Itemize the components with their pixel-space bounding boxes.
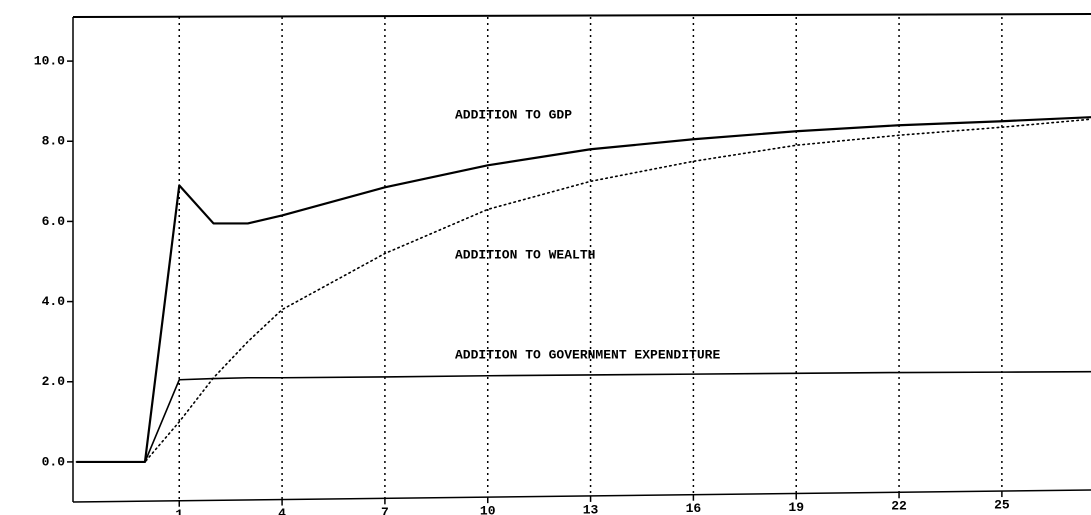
axis-top: [72, 13, 1091, 18]
x-tick-label: 22: [891, 499, 907, 514]
y-tick-label: 0.0: [42, 454, 66, 469]
series-line: [76, 370, 1091, 463]
series-line: [75, 118, 1091, 463]
series-label: ADDITION TO GDP: [455, 107, 572, 122]
x-tick-label: 4: [278, 506, 286, 515]
x-tick-label: 10: [480, 504, 496, 515]
series-label: ADDITION TO GOVERNMENT EXPENDITURE: [455, 347, 720, 362]
y-tick-label: 2.0: [42, 374, 66, 389]
series-line: [76, 116, 1091, 464]
x-tick-label: 25: [994, 497, 1010, 512]
y-tick-label: 8.0: [42, 134, 66, 149]
y-tick-label: 10.0: [34, 54, 65, 69]
x-tick-label: 13: [583, 502, 599, 515]
y-tick-label: 4.0: [42, 294, 66, 309]
x-tick-label: 1: [175, 507, 183, 515]
x-tick-label: 7: [381, 505, 389, 515]
series-label: ADDITION TO WEALTH: [455, 247, 595, 262]
axis-bottom: [72, 489, 1091, 503]
x-tick-label: 16: [686, 501, 702, 515]
y-tick-label: 6.0: [42, 214, 66, 229]
x-tick-label: 19: [788, 500, 804, 515]
